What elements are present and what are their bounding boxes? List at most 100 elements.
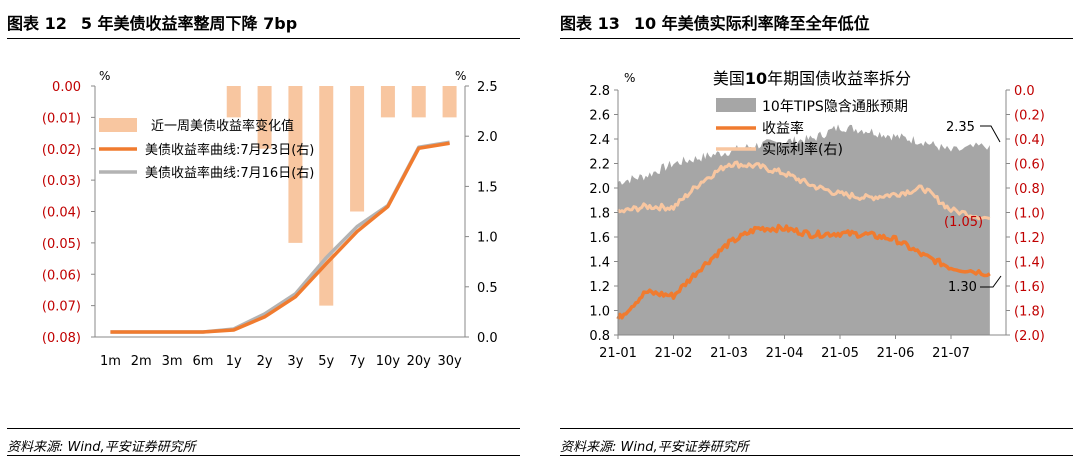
left-y-tick-label: (0.08): [42, 331, 81, 346]
left-y-tick-label: (0.06): [42, 268, 81, 283]
left-y-tick-label: 1.4: [589, 256, 610, 271]
right-y-tick-label: (0.8): [1014, 182, 1045, 197]
right-y-tick-label: 0.0: [477, 331, 498, 346]
left-panel-title-text: 5 年美债收益率整周下降 7bp: [80, 14, 298, 33]
left-y-tick-label: 1.0: [589, 305, 610, 320]
left-chart: 0.00 (0.01) (0.02) (0.03) (0.04) (0.05) (0.06)…: [42, 69, 498, 369]
chart-title-part: 美国: [713, 69, 745, 88]
chart-title: 美国10年期国债收益率拆分: [713, 69, 911, 88]
x-tick-label: 2y: [257, 354, 273, 369]
annotation-leader-inflation: [980, 125, 1001, 143]
x-tick-label: 5y: [318, 354, 334, 369]
legend-label-real-rate: 实际利率(右): [762, 141, 843, 158]
x-tick-label: 3m: [162, 354, 183, 369]
right-chart: 2.8 2.6 2.4 2.2 2.0 1.8 1.6 1.4 1.2 1.0 0.8 0.0 (0.2…: [589, 69, 1045, 361]
right-y-tick-label: (2.0): [1014, 329, 1045, 344]
x-tick-label: 10y: [376, 354, 401, 369]
right-y-tick-label: 1.5: [477, 180, 498, 195]
right-y-tick-label: 1.0: [477, 231, 498, 246]
right-bottom-rule: [560, 455, 1073, 456]
left-y-tick-label: 2.6: [589, 109, 610, 124]
annotation-leader-yield: [980, 275, 1002, 288]
x-tick-label: 2m: [131, 354, 152, 369]
chart-title-part: 10: [745, 69, 767, 88]
right-y-tick-label: 2.5: [477, 80, 498, 95]
left-title-rule: [7, 38, 520, 39]
x-tick-label: 21-05: [821, 346, 859, 361]
line-series-jul23: [110, 141, 450, 334]
bar: [350, 86, 365, 212]
right-panel: 图表 13 10 年美债实际利率降至全年低位 2.8 2.6 2.4 2.2 2.0 1.8…: [560, 0, 1073, 460]
legend-label-yield: 收益率: [762, 120, 804, 137]
right-y-tick-label: 0.5: [477, 281, 498, 296]
left-panel-title-number: 图表 12: [7, 14, 67, 33]
bar: [411, 86, 426, 118]
right-y-tick-label: (1.0): [1014, 207, 1045, 222]
annotation-yield-last: 1.30: [948, 280, 977, 295]
bar: [226, 86, 241, 118]
left-y-tick-label: 0.00: [52, 80, 81, 95]
right-y-tick-label: (1.2): [1014, 231, 1045, 246]
right-source-rule: [560, 428, 1073, 429]
left-y-tick-label: 1.8: [589, 207, 610, 222]
x-tick-label: 20y: [407, 354, 432, 369]
left-source: 资料来源: Wind,平安证券研究所: [7, 440, 196, 455]
x-tick-label: 21-06: [877, 346, 915, 361]
left-y-tick-label: 1.2: [589, 280, 610, 295]
line-series-yield: [616, 223, 991, 320]
x-tick-label: 21-07: [932, 346, 970, 361]
right-y-tick-label: (0.4): [1014, 133, 1045, 148]
left-y-tick-label: 2.8: [589, 84, 610, 99]
left-bottom-rule: [7, 455, 520, 456]
x-tick-label: 7y: [349, 354, 365, 369]
legend-swatch-bar: [99, 118, 137, 132]
x-tick-label: 30y: [437, 354, 462, 369]
x-tick-label: 6m: [192, 354, 213, 369]
legend-label-jul23: 美债收益率曲线:7月23日(右): [145, 142, 314, 158]
left-y-tick-label: 0.8: [589, 329, 610, 344]
legend-label-bar: 近一周美债收益率变化值: [151, 118, 294, 134]
right-panel-title-number: 图表 13: [560, 14, 620, 33]
legend-label-inflation: 10年TIPS隐含通胀预期: [762, 99, 908, 115]
right-panel-title-text: 10 年美债实际利率降至全年低位: [633, 14, 870, 33]
right-unit-label: %: [455, 69, 466, 83]
right-panel-title: 图表 13 10 年美债实际利率降至全年低位: [560, 10, 884, 34]
left-y-tick-label: 1.6: [589, 231, 610, 246]
x-tick-label: 1m: [100, 354, 121, 369]
x-tick-label: 21-01: [599, 346, 637, 361]
legend-swatch-inflation: [716, 98, 756, 112]
x-tick-label: 21-02: [655, 346, 693, 361]
left-panel-title: 图表 12 5 年美债收益率整周下降 7bp: [7, 10, 311, 34]
left-y-tick-label: (0.07): [42, 300, 81, 315]
right-source: 资料来源: Wind,平安证券研究所: [560, 440, 749, 455]
annotation-real-rate-last: (1.05): [944, 215, 983, 230]
bar: [288, 86, 303, 243]
x-tick-label: 21-04: [766, 346, 804, 361]
bar: [257, 86, 272, 149]
left-y-tick-label: 2.0: [589, 182, 610, 197]
left-y-tick-label: (0.02): [42, 143, 81, 158]
annotation-inflation-last: 2.35: [946, 120, 975, 135]
left-unit-label: %: [99, 69, 110, 83]
left-y-tick-label: 2.2: [589, 158, 610, 173]
right-y-tick-label: 0.0: [1014, 84, 1035, 99]
right-y-tick-label: (1.6): [1014, 280, 1045, 295]
bar: [319, 86, 334, 306]
left-y-tick-label: (0.01): [42, 111, 81, 126]
right-title-rule: [560, 38, 1073, 39]
left-source-rule: [7, 428, 520, 429]
left-y-tick-label: 2.4: [589, 133, 610, 148]
bar: [380, 86, 395, 118]
x-tick-label: 21-03: [710, 346, 748, 361]
x-tick-label: 1y: [226, 354, 242, 369]
left-y-tick-label: (0.05): [42, 237, 81, 252]
right-y-tick-label: 2.0: [477, 130, 498, 145]
right-y-tick-label: (1.8): [1014, 305, 1045, 320]
left-panel: 图表 12 5 年美债收益率整周下降 7bp 0.00 (0.01) (0.02) (0…: [7, 0, 520, 460]
line-series-real-rate: [616, 160, 991, 221]
bar: [442, 86, 457, 118]
right-y-tick-label: (0.2): [1014, 109, 1045, 124]
left-y-tick-label: (0.03): [42, 174, 81, 189]
legend-label-jul16: 美债收益率曲线:7月16日(右): [145, 165, 314, 181]
right-y-tick-label: (1.4): [1014, 256, 1045, 271]
